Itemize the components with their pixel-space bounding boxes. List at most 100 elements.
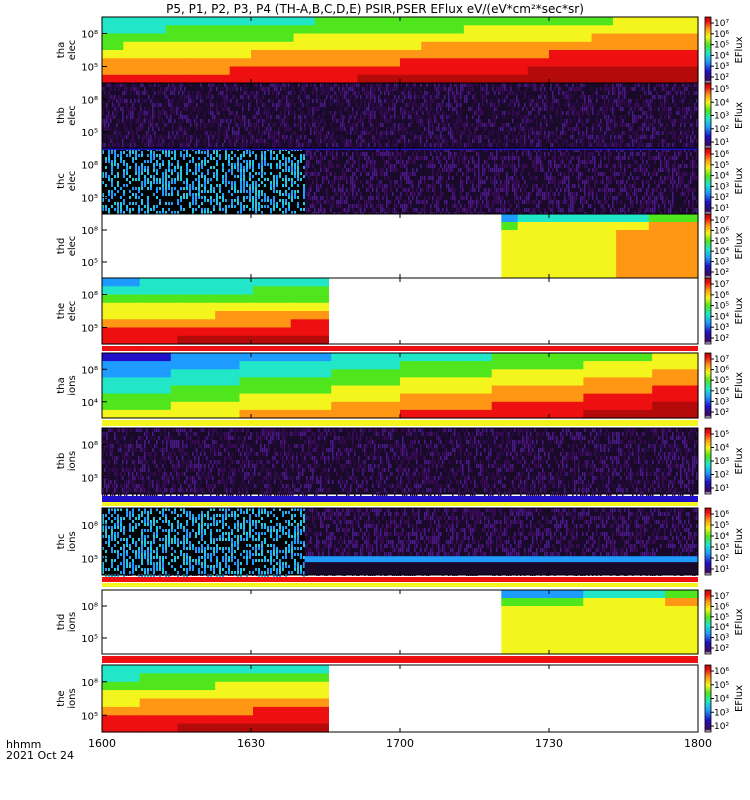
panel-heatmap	[102, 17, 699, 84]
y-tick-label: 10⁸	[81, 226, 98, 237]
y-tick-label: 10⁵	[81, 128, 98, 139]
panel-heatmap	[102, 508, 698, 577]
colorbar-tick-label: 10²	[714, 73, 729, 83]
colorbar-tick-label: 10³	[714, 708, 729, 718]
y-tick-label: 10⁴	[81, 398, 98, 409]
panel-label-probe: thb	[56, 453, 67, 470]
panel-heatmap	[501, 590, 699, 655]
colorbar-label: EFlux	[734, 528, 745, 555]
panel-label-probe: thc	[56, 173, 67, 189]
panel-heatmap	[501, 214, 699, 279]
y-tick-label: 10⁵	[81, 258, 98, 269]
colorbar-tick-label: 10³	[714, 634, 729, 644]
colorbar-label: EFlux	[734, 447, 745, 474]
y-tick-label: 10⁵	[81, 554, 98, 565]
panel-label-species: elec	[67, 301, 78, 322]
colorbar-tick-label: 10³	[714, 457, 729, 467]
panel-label-probe: the	[56, 303, 67, 319]
colorbar-tick-label: 10²	[714, 268, 729, 278]
x-tick-label: 1600	[88, 737, 116, 750]
panel-label-species: ions	[67, 688, 78, 708]
colorbar-tick-label: 10¹	[714, 204, 729, 214]
colorbar: 10⁵ 10⁴ 10³ 10² 10¹ EFlux	[704, 427, 745, 495]
colorbar-label: EFlux	[734, 167, 745, 194]
colorbar-tick-label: 10⁵	[714, 41, 729, 51]
colorbar-tick-label: 10⁶	[714, 291, 729, 301]
colorbar-tick-label: 10⁶	[714, 510, 729, 520]
y-tick-label: 10⁸	[81, 291, 98, 302]
colorbar-tick-label: 10⁵	[714, 430, 729, 440]
panel-label-probe: thd	[56, 238, 67, 255]
y-tick-label: 10⁸	[81, 161, 98, 172]
y-tick-label: 10⁸	[81, 602, 98, 613]
y-tick-label: 10⁸	[81, 441, 98, 452]
panel-heatmap	[102, 665, 329, 733]
panel-label-probe: thd	[56, 614, 67, 631]
colorbar-tick-label: 10⁵	[714, 237, 729, 247]
separator-stripe	[102, 346, 698, 351]
colorbar-tick-label: 10⁶	[714, 30, 729, 40]
colorbar-tick-label: 10³	[714, 182, 729, 192]
colorbar-tick-label: 10⁷	[714, 19, 729, 29]
colorbar-tick-label: 10⁶	[714, 150, 729, 160]
time-axis: 1600 1630 1700 1730 1800	[88, 737, 712, 750]
colorbar-tick-label: 10⁶	[714, 226, 729, 236]
y-tick-label: 10⁸	[81, 95, 98, 106]
panel-label-species: elec	[67, 171, 78, 192]
colorbar-label: EFlux	[734, 102, 745, 129]
separator-stripe	[102, 577, 698, 582]
colorbar-tick-label: 10⁴	[714, 51, 729, 61]
y-tick-label: 10⁵	[81, 324, 98, 335]
colorbar-tick-label: 10⁶	[714, 667, 729, 677]
colorbar-tick-label: 10¹	[714, 565, 729, 575]
separator-stripe	[102, 420, 698, 426]
colorbar-tick-label: 10⁵	[714, 161, 729, 171]
colorbar-tick-label: 10⁵	[714, 681, 729, 691]
panel-heatmap	[102, 83, 698, 151]
colorbar-tick-label: 10⁴	[714, 532, 729, 542]
colorbar-tick-label: 10⁶	[714, 366, 729, 376]
colorbar-tick-label: 10³	[714, 112, 729, 122]
colorbar-tick-label: 10²	[714, 125, 729, 135]
colorbar-tick-label: 10³	[714, 258, 729, 268]
colorbar-label: EFlux	[734, 297, 745, 324]
colorbar-tick-label: 10²	[714, 193, 729, 203]
colorbar-tick-label: 10⁴	[714, 623, 729, 633]
colorbar-tick-label: 10⁴	[714, 172, 729, 182]
y-tick-label: 10⁸	[81, 678, 98, 689]
panel-label-probe: tha	[56, 42, 67, 58]
colorbar-tick-label: 10⁷	[714, 592, 729, 602]
colorbar-tick-label: 10⁴	[714, 444, 729, 454]
colorbar-tick-label: 10²	[714, 554, 729, 564]
panel-heatmap	[102, 353, 699, 419]
colorbar-tick-label: 10¹	[714, 484, 729, 494]
colorbar-label: EFlux	[734, 372, 745, 399]
y-tick-label: 10⁸	[81, 30, 98, 41]
figure-title: P5, P1, P2, P3, P4 (TH-A,B,C,D,E) PSIR,P…	[166, 2, 584, 16]
colorbar-tick-label: 10⁴	[714, 312, 729, 322]
panel-label-probe: thb	[56, 107, 67, 124]
panel-label-species: ions	[67, 375, 78, 395]
x-tick-label: 1630	[237, 737, 265, 750]
colorbar-tick-label: 10¹	[714, 138, 729, 148]
panel-label-probe: thc	[56, 534, 67, 550]
colorbar-tick-label: 10⁴	[714, 695, 729, 705]
colorbar-tick-label: 10⁵	[714, 85, 729, 95]
colorbar-tick-label: 10²	[714, 471, 729, 481]
colorbar-tick-label: 10²	[714, 644, 729, 654]
panel-heatmap	[102, 278, 329, 345]
colorbar-tick-label: 10⁵	[714, 613, 729, 623]
colorbar-tick-label: 10⁴	[714, 98, 729, 108]
colorbar-tick-label: 10²	[714, 408, 729, 418]
panel-label-species: elec	[67, 236, 78, 257]
colorbar-tick-label: 10²	[714, 722, 729, 732]
